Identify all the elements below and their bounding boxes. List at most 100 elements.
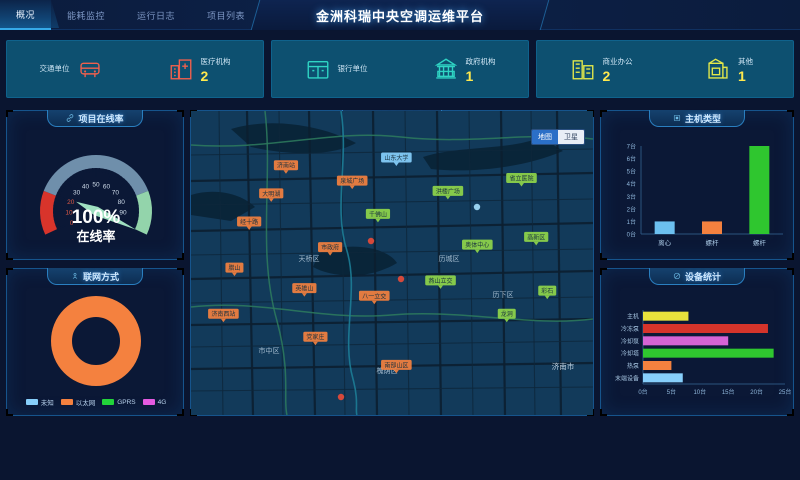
svg-text:螺杆: 螺杆 (753, 238, 767, 247)
map-marker-9[interactable]: 奥体中心 (462, 239, 493, 254)
stat-card-0[interactable]: 交通单位 医疗机构 2 (6, 40, 264, 98)
map-marker-7[interactable]: 经十路 (237, 216, 262, 231)
stat-text-wrap: 其他 1 (738, 56, 753, 83)
host-bar-2 (749, 146, 770, 234)
stat-item-hospital[interactable]: 医疗机构 2 (135, 41, 263, 97)
map-marker-10[interactable]: 高新区 (524, 231, 549, 246)
corner-decoration (6, 253, 13, 260)
legend-swatch (102, 399, 115, 405)
stat-item-bank[interactable]: 银行单位 (272, 41, 400, 97)
map-marker-17[interactable]: 龙洞 (497, 308, 516, 323)
corner-decoration (600, 268, 607, 275)
map-marker-12[interactable]: 八一立交 (358, 290, 390, 305)
stat-label: 政府机构 (465, 56, 496, 66)
transport-icon (79, 62, 100, 78)
corner-decoration (6, 268, 13, 275)
svg-text:5台: 5台 (667, 388, 676, 396)
legend-item-1[interactable]: 以太网 (60, 397, 96, 407)
corner-decoration (177, 253, 184, 260)
nav-tab-0[interactable]: 概况 (0, 0, 52, 30)
stat-item-other-building[interactable]: 其他 1 (665, 41, 793, 97)
donut-slice-1 (51, 296, 141, 386)
other-building-icon (708, 58, 728, 79)
legend-item-2[interactable]: GPRS (102, 399, 136, 406)
stat-text-wrap: 银行单位 (338, 63, 368, 76)
map-marker-18[interactable]: 彩石 (538, 285, 557, 300)
satellite-view-button[interactable]: 卫星 (558, 130, 584, 144)
svg-text:螺杆: 螺杆 (706, 238, 720, 247)
panel-title-text: 设备统计 (684, 271, 721, 282)
legend-item-0[interactable]: 未知 (25, 397, 54, 407)
legend-item-3[interactable]: 4G (142, 399, 166, 406)
map-marker-label: 八一立交 (362, 292, 386, 300)
map-marker-19[interactable]: 南部山区 (381, 359, 412, 374)
nav-tab-3[interactable]: 项目列表 (191, 0, 261, 30)
svg-text:10台: 10台 (693, 388, 706, 396)
nav-tab-label: 项目列表 (207, 10, 246, 21)
host-icon (673, 114, 681, 122)
map-marker-5[interactable]: 省立医院 (506, 173, 537, 187)
legend-swatch (142, 399, 155, 405)
stat-text-wrap: 商业办公 2 (603, 56, 633, 83)
panel-title-device-stats: 设备统计 (649, 268, 745, 285)
map-marker-15[interactable]: 济南西站 (208, 308, 239, 323)
office-icon (572, 60, 593, 80)
map-view-button[interactable]: 地图 (532, 130, 558, 144)
stat-icon-wrap (433, 56, 459, 82)
page-title: 金洲科瑞中央空调运维平台 (315, 8, 484, 24)
stat-text-wrap: 交通单位 (40, 63, 70, 76)
map-type-toggle[interactable]: 地图 卫星 (531, 129, 585, 145)
stat-label: 其他 (738, 56, 753, 66)
map-marker-11[interactable]: 英雄山 (292, 283, 317, 297)
svg-text:0台: 0台 (627, 231, 636, 239)
stat-card-2[interactable]: 商业办公 2 其他 1 (536, 40, 794, 98)
map-marker-label: 南部山区 (384, 361, 408, 369)
stat-label: 交通单位 (39, 63, 70, 73)
corner-decoration (600, 110, 607, 117)
map-marker-2[interactable]: 泉城广场 (336, 175, 368, 190)
svg-text:0: 0 (70, 220, 74, 227)
map-marker-3[interactable]: 大明湖 (259, 188, 284, 202)
map-marker-14[interactable]: 腊山 (225, 262, 244, 277)
stat-icon-wrap (168, 56, 194, 82)
nav-tab-2[interactable]: 运行日志 (121, 0, 191, 30)
map-marker-8[interactable]: 市政府 (318, 242, 343, 256)
svg-text:市中区: 市中区 (259, 346, 280, 355)
panel-title-text: 项目在线率 (78, 113, 124, 124)
device-bar-0 (643, 311, 689, 321)
svg-text:100%: 100% (72, 207, 121, 228)
stat-icon-wrap (77, 56, 103, 82)
map-marker-0[interactable]: 济南站 (273, 160, 299, 174)
stat-label: 银行单位 (337, 63, 368, 73)
map-marker-label: 泉城广场 (340, 177, 364, 185)
stat-card-1[interactable]: 银行单位 政府机构 1 (271, 40, 529, 98)
svg-text:末端设备: 末端设备 (615, 374, 639, 382)
panel-network-type: 联网方式 未知 以太网 GPRS 4G (6, 268, 184, 416)
stat-item-transport[interactable]: 交通单位 (7, 41, 135, 97)
map-marker-1[interactable]: 山东大学 (381, 152, 412, 167)
nav-tab-label: 能耗监控 (67, 10, 106, 21)
svg-text:6台: 6台 (627, 155, 636, 163)
stat-item-government[interactable]: 政府机构 1 (400, 41, 528, 97)
svg-text:主机: 主机 (627, 313, 639, 321)
nav-tab-1[interactable]: 能耗监控 (51, 0, 121, 30)
map-marker-4[interactable]: 洪楼广场 (432, 185, 464, 200)
map-marker-13[interactable]: 燕山立交 (425, 275, 456, 289)
svg-text:50: 50 (92, 182, 100, 189)
map-marker-16[interactable]: 党家庄 (303, 331, 328, 346)
corner-decoration (177, 110, 184, 117)
svg-text:20台: 20台 (750, 388, 763, 396)
legend-label: 以太网 (75, 400, 96, 407)
stat-label: 医疗机构 (200, 56, 231, 66)
corner-decoration (6, 110, 13, 117)
svg-text:7台: 7台 (627, 143, 636, 151)
svg-text:25台: 25台 (779, 388, 792, 396)
map-marker-6[interactable]: 千佛山 (365, 208, 391, 223)
map-marker-label: 省立医院 (509, 175, 533, 183)
map-marker-label: 奥体中心 (465, 241, 489, 249)
link-icon (67, 114, 74, 122)
stat-item-office[interactable]: 商业办公 2 (537, 41, 665, 97)
